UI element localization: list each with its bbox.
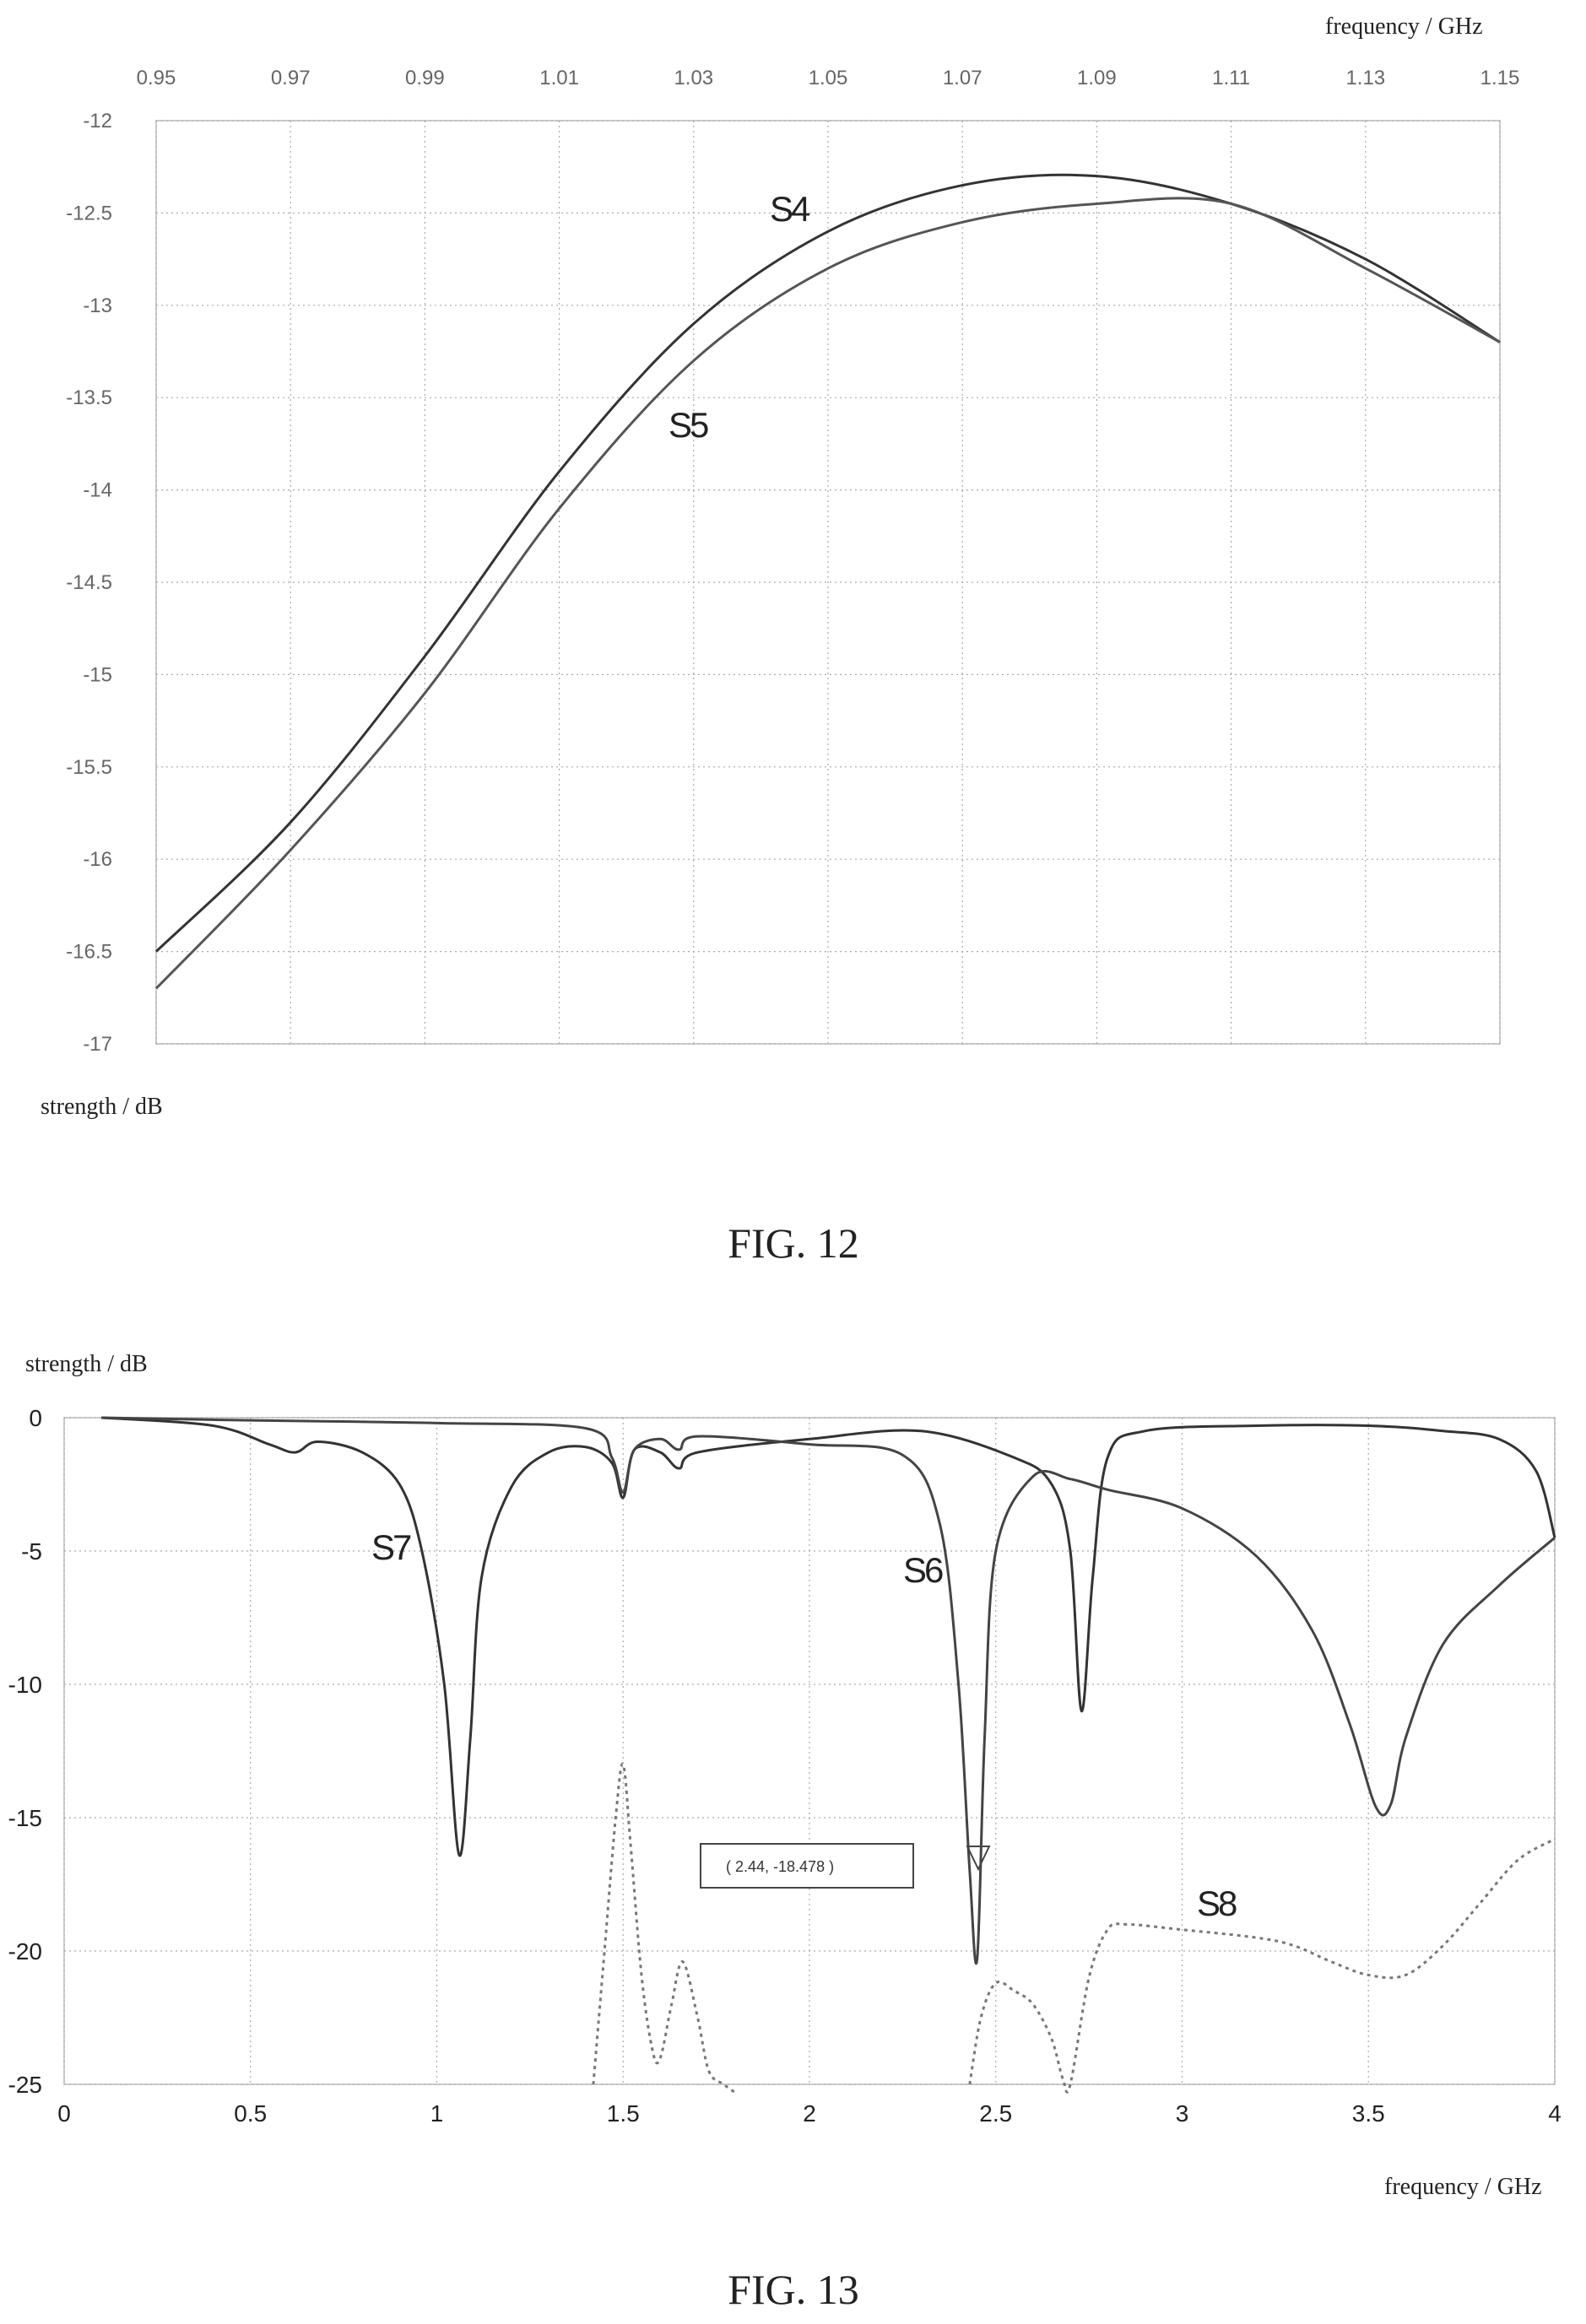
fig12-label-s4: S4 — [770, 189, 810, 229]
fig12-label-s5: S5 — [669, 405, 708, 445]
fig13-x-tick: 2.5 — [979, 2100, 1012, 2127]
annotation-box — [700, 1843, 914, 1889]
fig12-x-tick: 1.15 — [1480, 67, 1520, 89]
fig12-x-tick: 1.05 — [809, 67, 848, 89]
fig13-y-tick: 0 — [29, 1405, 42, 1431]
fig12-y-tick: -13 — [83, 295, 112, 317]
fig13-y-tick: -25 — [8, 2072, 42, 2098]
fig12-caption: FIG. 12 — [728, 1219, 859, 1267]
fig12-x-tick: 0.97 — [271, 67, 311, 89]
fig12-x-tick: 0.99 — [405, 67, 445, 89]
fig13-label-s8: S8 — [1197, 1884, 1237, 1923]
fig13-caption: FIG. 13 — [728, 2266, 859, 2313]
fig12-x-tick: 1.01 — [539, 67, 579, 89]
fig12-chart: 0.95 0.97 0.99 1.01 1.03 1.05 1.07 1.09 1.11 1.13… — [41, 14, 1519, 1267]
fig13-x-tick-labels: 0 0.5 1 1.5 2 2.5 3 3.5 4 — [57, 2100, 1562, 2127]
fig12-y-tick: -16 — [83, 848, 112, 871]
fig12-y-tick: -12 — [83, 110, 112, 132]
fig13-marker-annotation: ( 2.44, -18.478 ) — [700, 1843, 991, 1889]
fig12-x-axis-label: frequency / GHz — [1325, 14, 1483, 40]
fig13-y-tick-labels: 0 -5 -10 -15 -20 -25 — [8, 1405, 42, 2098]
fig12-y-tick: -15.5 — [66, 756, 112, 779]
fig13-label-s7: S7 — [371, 1527, 411, 1567]
fig13-series-s8 — [592, 1762, 736, 2094]
fig13-x-tick: 4 — [1548, 2100, 1562, 2127]
fig13-series-s7 — [101, 1416, 1556, 1857]
fig12-series-s5 — [154, 197, 1501, 990]
fig12-y-tick: -17 — [83, 1033, 112, 1056]
fig13-y-tick: -5 — [21, 1538, 42, 1565]
fig13-series-s6 — [101, 1416, 1556, 1965]
fig13-x-tick: 1.5 — [607, 2100, 640, 2127]
fig12-y-tick: -14 — [83, 479, 112, 502]
fig13-x-tick: 1 — [430, 2100, 444, 2127]
fig12-x-tick: 1.07 — [943, 67, 982, 89]
fig13-series-lines — [101, 1416, 1556, 2094]
fig12-y-tick: -13.5 — [66, 386, 112, 409]
fig12-x-tick: 1.11 — [1212, 67, 1250, 89]
fig13-x-tick: 3 — [1176, 2100, 1189, 2127]
fig12-y-axis-label: strength / dB — [41, 1094, 163, 1120]
marker-triangle-icon — [966, 1846, 991, 1872]
fig12-x-tick: 1.03 — [674, 67, 713, 89]
fig12-y-tick: -16.5 — [66, 941, 112, 964]
fig13-y-tick: -10 — [8, 1672, 42, 1698]
fig13-x-tick: 0 — [57, 2100, 71, 2127]
fig12-y-tick: -14.5 — [66, 571, 112, 594]
fig13-chart: 0 0.5 1 1.5 2 2.5 3 3.5 4 0 -5 -10 -15 -20 -25 ( 2.44… — [8, 1351, 1562, 2313]
fig12-y-tick-labels: -12 -12.5 -13 -13.5 -14 -14.5 -15 -15.5 -16 -16.5… — [66, 110, 112, 1056]
fig13-x-tick: 0.5 — [234, 2100, 267, 2127]
fig13-plot-area — [63, 1417, 1556, 2085]
fig13-grid — [63, 1417, 1556, 2085]
annotation-text: ( 2.44, -18.478 ) — [726, 1858, 834, 1875]
fig13-y-tick: -20 — [8, 1938, 42, 1965]
fig13-x-tick: 2 — [803, 2100, 816, 2127]
fig13-label-s6: S6 — [903, 1550, 943, 1590]
fig12-y-tick: -12.5 — [66, 202, 112, 224]
fig13-y-tick: -15 — [8, 1805, 42, 1831]
fig12-series-lines — [154, 173, 1501, 990]
fig12-x-tick-labels: 0.95 0.97 0.99 1.01 1.03 1.05 1.07 1.09 1.11 1.13… — [137, 67, 1520, 89]
fig13-x-tick: 3.5 — [1352, 2100, 1385, 2127]
fig12-y-tick: -15 — [83, 663, 112, 686]
fig13-y-axis-label: strength / dB — [25, 1351, 148, 1377]
fig12-x-tick: 1.09 — [1077, 67, 1117, 89]
fig13-series-s8-part2 — [968, 1837, 1556, 2094]
fig12-x-tick: 0.95 — [137, 67, 176, 89]
fig13-x-axis-label: frequency / GHz — [1384, 2174, 1542, 2200]
fig12-grid — [155, 120, 1501, 1045]
fig12-x-tick: 1.13 — [1345, 67, 1385, 89]
